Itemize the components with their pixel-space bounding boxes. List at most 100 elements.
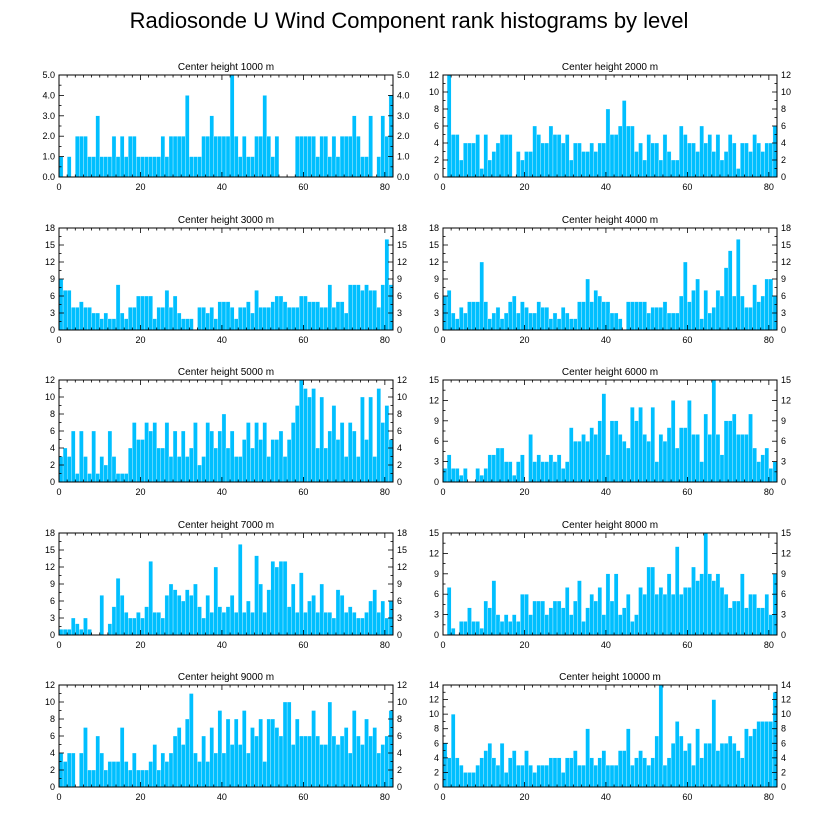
bar-rank-71 [732,295,737,331]
bar-rank-25 [544,142,550,178]
bar-rank-39 [217,301,223,331]
bar-rank-49 [642,594,647,636]
bar-rank-78 [376,307,381,331]
bar-rank-19 [520,159,525,178]
bar-rank-10 [99,595,104,636]
bar-rank-22 [148,561,153,636]
y-tick-label-right: 6 [781,436,786,446]
bar-rank-31 [569,318,574,331]
bar-rank-16 [124,761,129,788]
bar-rank-27 [168,136,174,178]
bar-rank-66 [711,151,717,178]
bar-rank-70 [343,456,349,483]
bar-rank-35 [201,456,206,483]
bar-rank-9 [479,628,484,636]
y-tick-label-right: 8 [781,724,786,734]
bar-rank-53 [658,587,664,636]
x-tick-label: 20 [519,182,529,192]
bar-rank-37 [593,764,598,788]
bar-rank-48 [638,750,643,788]
y-tick-label-right: 2 [781,767,786,777]
bar-rank-6 [83,617,88,636]
x-tick-label: 40 [601,335,611,345]
bar-rank-39 [217,606,223,636]
bar-rank-39 [601,614,607,636]
bar-rank-50 [646,134,651,178]
bar-rank-24 [540,764,545,788]
y-tick-label-right: 15 [397,545,407,555]
bar-rank-77 [372,290,377,331]
bar-rank-47 [250,447,255,483]
bar-rank-14 [499,318,505,331]
y-tick-label-right: 4.0 [397,90,410,100]
bar-rank-22 [148,295,153,331]
bar-rank-11 [103,769,109,788]
bar-rank-28 [172,430,178,483]
bar-rank-38 [597,587,603,636]
bar-rank-28 [172,295,178,331]
y-tick-label-left: 6 [50,291,55,301]
bar-rank-60 [303,295,308,331]
bar-rank-7 [87,629,92,636]
bar-rank-7 [87,156,92,178]
bar-rank-20 [524,307,529,331]
bar-rank-33 [577,764,582,788]
y-tick-label-left: 8 [434,724,439,734]
bar-rank-45 [242,612,247,636]
y-tick-label-right: 0 [781,630,786,640]
bar-rank-16 [508,461,513,483]
bar-rank-12 [107,318,113,331]
bar-rank-16 [508,757,513,788]
histogram-panel-4: Center height 4000 m0 20 40 60 800 03 36 69 912 1… [429,215,791,345]
bar-rank-45 [626,447,631,483]
bar-rank-44 [622,441,627,483]
bar-rank-11 [103,464,109,483]
bar-rank-81 [388,284,394,331]
bar-rank-12 [491,312,497,331]
bar-rank-32 [189,447,194,483]
x-tick-label: 20 [135,182,145,192]
bar-rank-63 [315,612,320,636]
bar-rank-76 [752,134,757,178]
bar-rank-51 [266,136,271,178]
bar-rank-66 [711,580,717,636]
bar-rank-14 [499,621,505,636]
bar-rank-4 [75,307,80,331]
bar-rank-12 [107,430,113,483]
bar-rank-18 [132,422,137,483]
bar-rank-62 [695,580,700,636]
bar-rank-47 [250,612,255,636]
y-tick-label-right: 5.0 [397,70,410,80]
y-tick-label-left: 0.0 [42,172,55,182]
bar-rank-28 [556,757,562,788]
bar-rank-17 [512,295,517,331]
y-tick-label-left: 6 [50,731,55,741]
bar-rank-74 [744,307,749,331]
bar-rank-5 [463,772,468,788]
y-tick-label-left: 18 [429,223,439,233]
bar-rank-16 [508,134,513,178]
bar-rank-34 [197,464,202,483]
bar-rank-36 [589,301,594,331]
bar-rank-2 [66,156,72,178]
y-tick-label-right: 10 [397,697,407,707]
bar-rank-57 [675,721,680,788]
bar-rank-60 [303,136,308,178]
bar-rank-55 [666,427,672,483]
bar-rank-19 [520,454,525,483]
bar-rank-4 [459,764,464,788]
bar-rank-68 [719,587,725,636]
y-tick-label-left: 2 [50,460,55,470]
bar-rank-2 [450,713,456,788]
bar-rank-32 [573,441,578,483]
panel-title: Center height 6000 m [562,367,658,378]
y-tick-label-left: 9 [434,569,439,579]
bar-rank-48 [638,407,643,483]
bar-rank-30 [181,136,186,178]
bar-rank-54 [278,430,284,483]
bar-rank-67 [331,136,337,178]
x-tick-label: 80 [380,335,390,345]
bar-rank-57 [675,447,680,483]
bar-rank-57 [291,583,296,636]
x-tick-label: 60 [298,640,308,650]
